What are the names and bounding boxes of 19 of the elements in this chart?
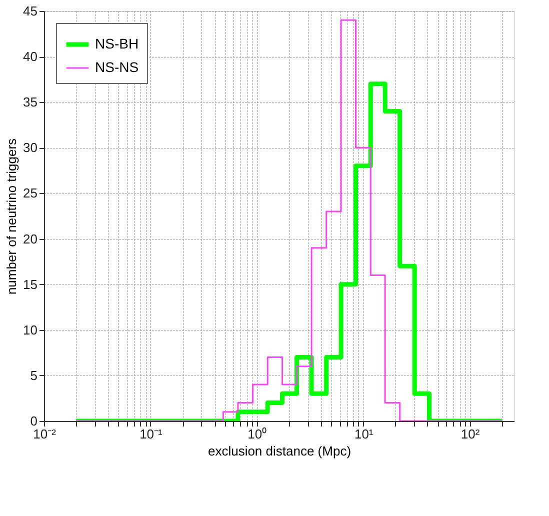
legend-label: NS-BH [95, 36, 139, 52]
y-tick-label: 20 [23, 231, 38, 246]
y-axis-title: number of neutrino triggers [4, 138, 20, 295]
y-tick-label: 40 [23, 49, 38, 64]
y-tick-label: 25 [23, 186, 38, 201]
y-tick-label: 5 [30, 368, 38, 383]
x-tick-label: 10⁻¹ [140, 426, 164, 442]
y-tick-label: 0 [30, 414, 38, 428]
y-tick-label: 10 [23, 322, 38, 338]
x-tick-label: 10⁰ [248, 426, 268, 442]
x-tick-label: 10² [460, 426, 480, 442]
y-tick-label: 30 [23, 140, 38, 156]
x-tick-label: 10⁻² [33, 426, 57, 442]
y-tick-label: 15 [23, 276, 38, 292]
x-axis-title: exclusion distance (Mpc) [208, 444, 352, 458]
y-tick-label: 45 [23, 4, 38, 18]
y-tick-label: 35 [23, 94, 38, 110]
legend-label: NS-NS [95, 59, 139, 75]
x-tick-label: 10¹ [354, 426, 374, 442]
